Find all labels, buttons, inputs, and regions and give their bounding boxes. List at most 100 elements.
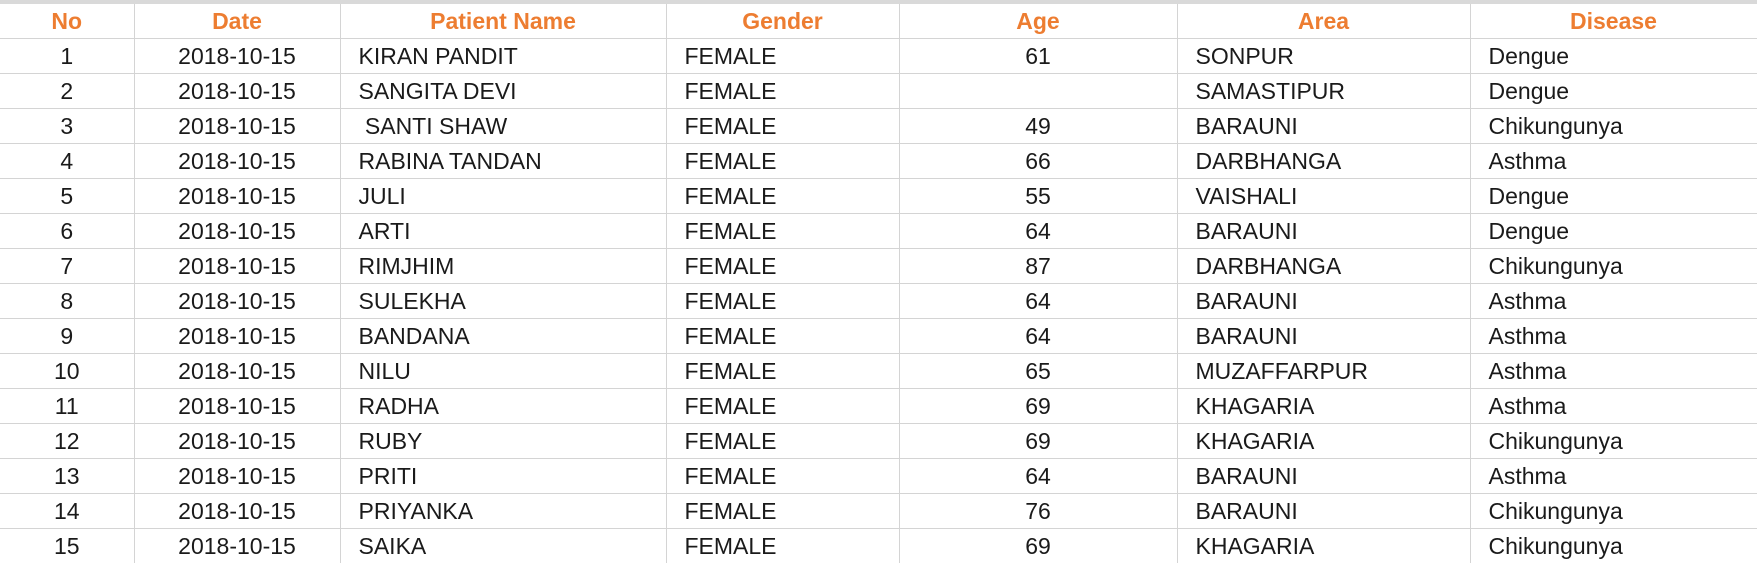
- cell-patient-name[interactable]: SANTI SHAW: [340, 108, 667, 144]
- cell-disease[interactable]: Dengue: [1470, 178, 1757, 214]
- cell-no[interactable]: 12: [0, 423, 135, 459]
- cell-gender[interactable]: FEMALE: [666, 318, 900, 354]
- cell-gender[interactable]: FEMALE: [666, 493, 900, 529]
- cell-age[interactable]: 61: [899, 38, 1178, 74]
- cell-no[interactable]: 7: [0, 248, 135, 284]
- cell-gender[interactable]: FEMALE: [666, 423, 900, 459]
- cell-gender[interactable]: FEMALE: [666, 248, 900, 284]
- cell-patient-name[interactable]: ARTI: [340, 213, 667, 249]
- cell-area[interactable]: KHAGARIA: [1177, 388, 1471, 424]
- cell-date[interactable]: 2018-10-15: [134, 213, 341, 249]
- cell-date[interactable]: 2018-10-15: [134, 318, 341, 354]
- cell-area[interactable]: BARAUNI: [1177, 493, 1471, 529]
- cell-no[interactable]: 11: [0, 388, 135, 424]
- cell-patient-name[interactable]: SANGITA DEVI: [340, 73, 667, 109]
- cell-no[interactable]: 4: [0, 143, 135, 179]
- cell-disease[interactable]: Asthma: [1470, 283, 1757, 319]
- cell-patient-name[interactable]: JULI: [340, 178, 667, 214]
- cell-age[interactable]: 64: [899, 213, 1178, 249]
- cell-patient-name[interactable]: KIRAN PANDIT: [340, 38, 667, 74]
- header-date[interactable]: Date: [134, 4, 341, 39]
- header-no[interactable]: No: [0, 4, 135, 39]
- cell-area[interactable]: MUZAFFARPUR: [1177, 353, 1471, 389]
- cell-no[interactable]: 2: [0, 73, 135, 109]
- cell-date[interactable]: 2018-10-15: [134, 388, 341, 424]
- cell-age[interactable]: 69: [899, 528, 1178, 563]
- cell-date[interactable]: 2018-10-15: [134, 458, 341, 494]
- header-patient-name[interactable]: Patient Name: [340, 4, 667, 39]
- cell-date[interactable]: 2018-10-15: [134, 38, 341, 74]
- cell-disease[interactable]: Chikungunya: [1470, 493, 1757, 529]
- cell-date[interactable]: 2018-10-15: [134, 528, 341, 563]
- cell-patient-name[interactable]: SAIKA: [340, 528, 667, 563]
- cell-date[interactable]: 2018-10-15: [134, 143, 341, 179]
- cell-no[interactable]: 13: [0, 458, 135, 494]
- cell-age[interactable]: 65: [899, 353, 1178, 389]
- cell-no[interactable]: 10: [0, 353, 135, 389]
- cell-date[interactable]: 2018-10-15: [134, 283, 341, 319]
- cell-age[interactable]: 87: [899, 248, 1178, 284]
- cell-date[interactable]: 2018-10-15: [134, 108, 341, 144]
- cell-date[interactable]: 2018-10-15: [134, 353, 341, 389]
- cell-date[interactable]: 2018-10-15: [134, 423, 341, 459]
- cell-patient-name[interactable]: NILU: [340, 353, 667, 389]
- cell-patient-name[interactable]: RUBY: [340, 423, 667, 459]
- cell-patient-name[interactable]: BANDANA: [340, 318, 667, 354]
- cell-gender[interactable]: FEMALE: [666, 528, 900, 563]
- cell-area[interactable]: KHAGARIA: [1177, 423, 1471, 459]
- header-area[interactable]: Area: [1177, 4, 1471, 39]
- cell-gender[interactable]: FEMALE: [666, 38, 900, 74]
- cell-gender[interactable]: FEMALE: [666, 388, 900, 424]
- cell-disease[interactable]: Dengue: [1470, 213, 1757, 249]
- cell-area[interactable]: BARAUNI: [1177, 283, 1471, 319]
- cell-no[interactable]: 6: [0, 213, 135, 249]
- cell-age[interactable]: 76: [899, 493, 1178, 529]
- cell-gender[interactable]: FEMALE: [666, 73, 900, 109]
- cell-age[interactable]: 55: [899, 178, 1178, 214]
- cell-date[interactable]: 2018-10-15: [134, 178, 341, 214]
- cell-gender[interactable]: FEMALE: [666, 458, 900, 494]
- cell-age[interactable]: [899, 73, 1178, 109]
- cell-area[interactable]: SONPUR: [1177, 38, 1471, 74]
- cell-patient-name[interactable]: RADHA: [340, 388, 667, 424]
- cell-disease[interactable]: Chikungunya: [1470, 423, 1757, 459]
- cell-area[interactable]: DARBHANGA: [1177, 143, 1471, 179]
- cell-disease[interactable]: Asthma: [1470, 353, 1757, 389]
- cell-patient-name[interactable]: PRITI: [340, 458, 667, 494]
- cell-area[interactable]: BARAUNI: [1177, 318, 1471, 354]
- cell-gender[interactable]: FEMALE: [666, 108, 900, 144]
- cell-disease[interactable]: Chikungunya: [1470, 248, 1757, 284]
- cell-disease[interactable]: Dengue: [1470, 73, 1757, 109]
- cell-date[interactable]: 2018-10-15: [134, 73, 341, 109]
- cell-disease[interactable]: Asthma: [1470, 143, 1757, 179]
- cell-patient-name[interactable]: RABINA TANDAN: [340, 143, 667, 179]
- header-disease[interactable]: Disease: [1470, 4, 1757, 39]
- cell-no[interactable]: 3: [0, 108, 135, 144]
- cell-area[interactable]: BARAUNI: [1177, 213, 1471, 249]
- cell-gender[interactable]: FEMALE: [666, 143, 900, 179]
- cell-disease[interactable]: Asthma: [1470, 388, 1757, 424]
- cell-disease[interactable]: Chikungunya: [1470, 528, 1757, 563]
- header-age[interactable]: Age: [899, 4, 1178, 39]
- cell-area[interactable]: DARBHANGA: [1177, 248, 1471, 284]
- cell-no[interactable]: 15: [0, 528, 135, 563]
- cell-no[interactable]: 8: [0, 283, 135, 319]
- cell-gender[interactable]: FEMALE: [666, 213, 900, 249]
- cell-age[interactable]: 64: [899, 283, 1178, 319]
- cell-gender[interactable]: FEMALE: [666, 178, 900, 214]
- cell-age[interactable]: 64: [899, 318, 1178, 354]
- cell-area[interactable]: BARAUNI: [1177, 108, 1471, 144]
- cell-area[interactable]: VAISHALI: [1177, 178, 1471, 214]
- cell-gender[interactable]: FEMALE: [666, 353, 900, 389]
- cell-patient-name[interactable]: PRIYANKA: [340, 493, 667, 529]
- cell-area[interactable]: BARAUNI: [1177, 458, 1471, 494]
- cell-age[interactable]: 64: [899, 458, 1178, 494]
- cell-age[interactable]: 69: [899, 388, 1178, 424]
- cell-area[interactable]: SAMASTIPUR: [1177, 73, 1471, 109]
- cell-no[interactable]: 5: [0, 178, 135, 214]
- cell-age[interactable]: 69: [899, 423, 1178, 459]
- header-gender[interactable]: Gender: [666, 4, 900, 39]
- cell-area[interactable]: KHAGARIA: [1177, 528, 1471, 563]
- cell-age[interactable]: 49: [899, 108, 1178, 144]
- cell-date[interactable]: 2018-10-15: [134, 248, 341, 284]
